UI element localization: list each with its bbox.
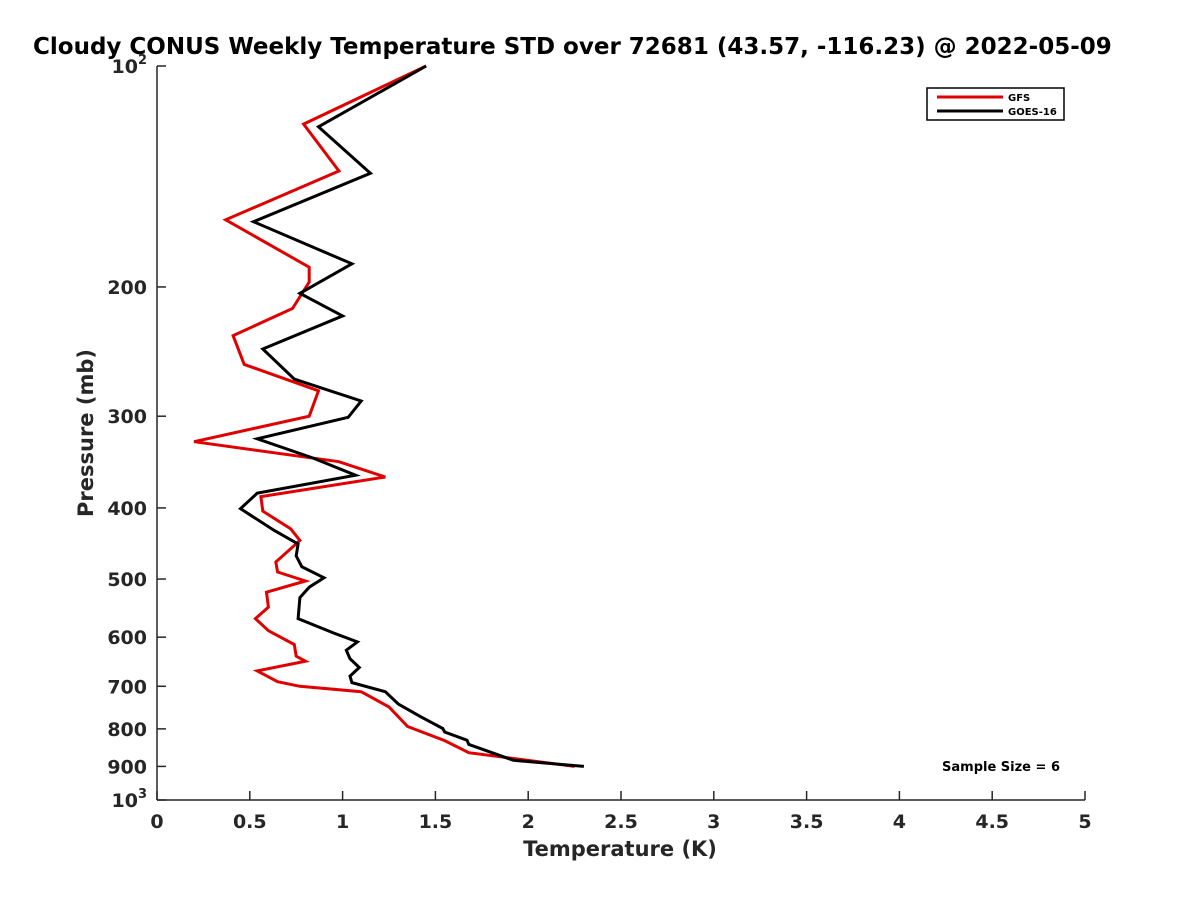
- x-tick-label: 1: [336, 811, 349, 833]
- y-tick-label: 102: [112, 53, 148, 78]
- x-tick-label: 4.5: [975, 811, 1009, 833]
- x-tick-label: 5: [1078, 811, 1091, 833]
- y-tick-label: 800: [107, 719, 147, 741]
- x-tick-label: 3.5: [790, 811, 824, 833]
- x-axis-label: Temperature (K): [523, 837, 717, 861]
- y-tick-label: 200: [107, 277, 147, 299]
- x-tick-label: 2: [522, 811, 535, 833]
- y-tick-label: 600: [107, 627, 147, 649]
- x-tick-label: 4: [893, 811, 906, 833]
- y-tick-label: 300: [107, 406, 147, 428]
- x-tick-label: 0: [150, 811, 163, 833]
- chart-title: Cloudy CONUS Weekly Temperature STD over…: [33, 34, 1112, 60]
- x-tick-label: 0.5: [233, 811, 267, 833]
- y-tick-label: 500: [107, 569, 147, 591]
- y-tick-label: 103: [112, 787, 148, 812]
- legend-box: [926, 87, 1065, 121]
- sample-size-annotation: Sample Size = 6: [942, 760, 1060, 775]
- series-line-gfs: [193, 64, 575, 768]
- legend: GFS GOES-16: [926, 87, 1065, 121]
- x-tick-label: 2.5: [604, 811, 638, 833]
- legend-label: GOES-16: [1008, 107, 1057, 118]
- legend-label: GFS: [1008, 93, 1030, 104]
- series-layer: [193, 64, 585, 768]
- axes: 0 0.5 1 1.5 2 2.5 3 3.5 4 4.5 5 102 200 300 400 500 600 7…: [107, 53, 1091, 833]
- y-axis-label: Pressure (mb): [74, 349, 98, 517]
- x-tick-label: 1.5: [419, 811, 453, 833]
- series-line-goes-16: [238, 64, 585, 768]
- y-tick-label: 900: [107, 756, 147, 778]
- x-tick-label: 3: [707, 811, 720, 833]
- y-tick-label: 400: [107, 498, 147, 520]
- y-tick-label: 700: [107, 676, 147, 698]
